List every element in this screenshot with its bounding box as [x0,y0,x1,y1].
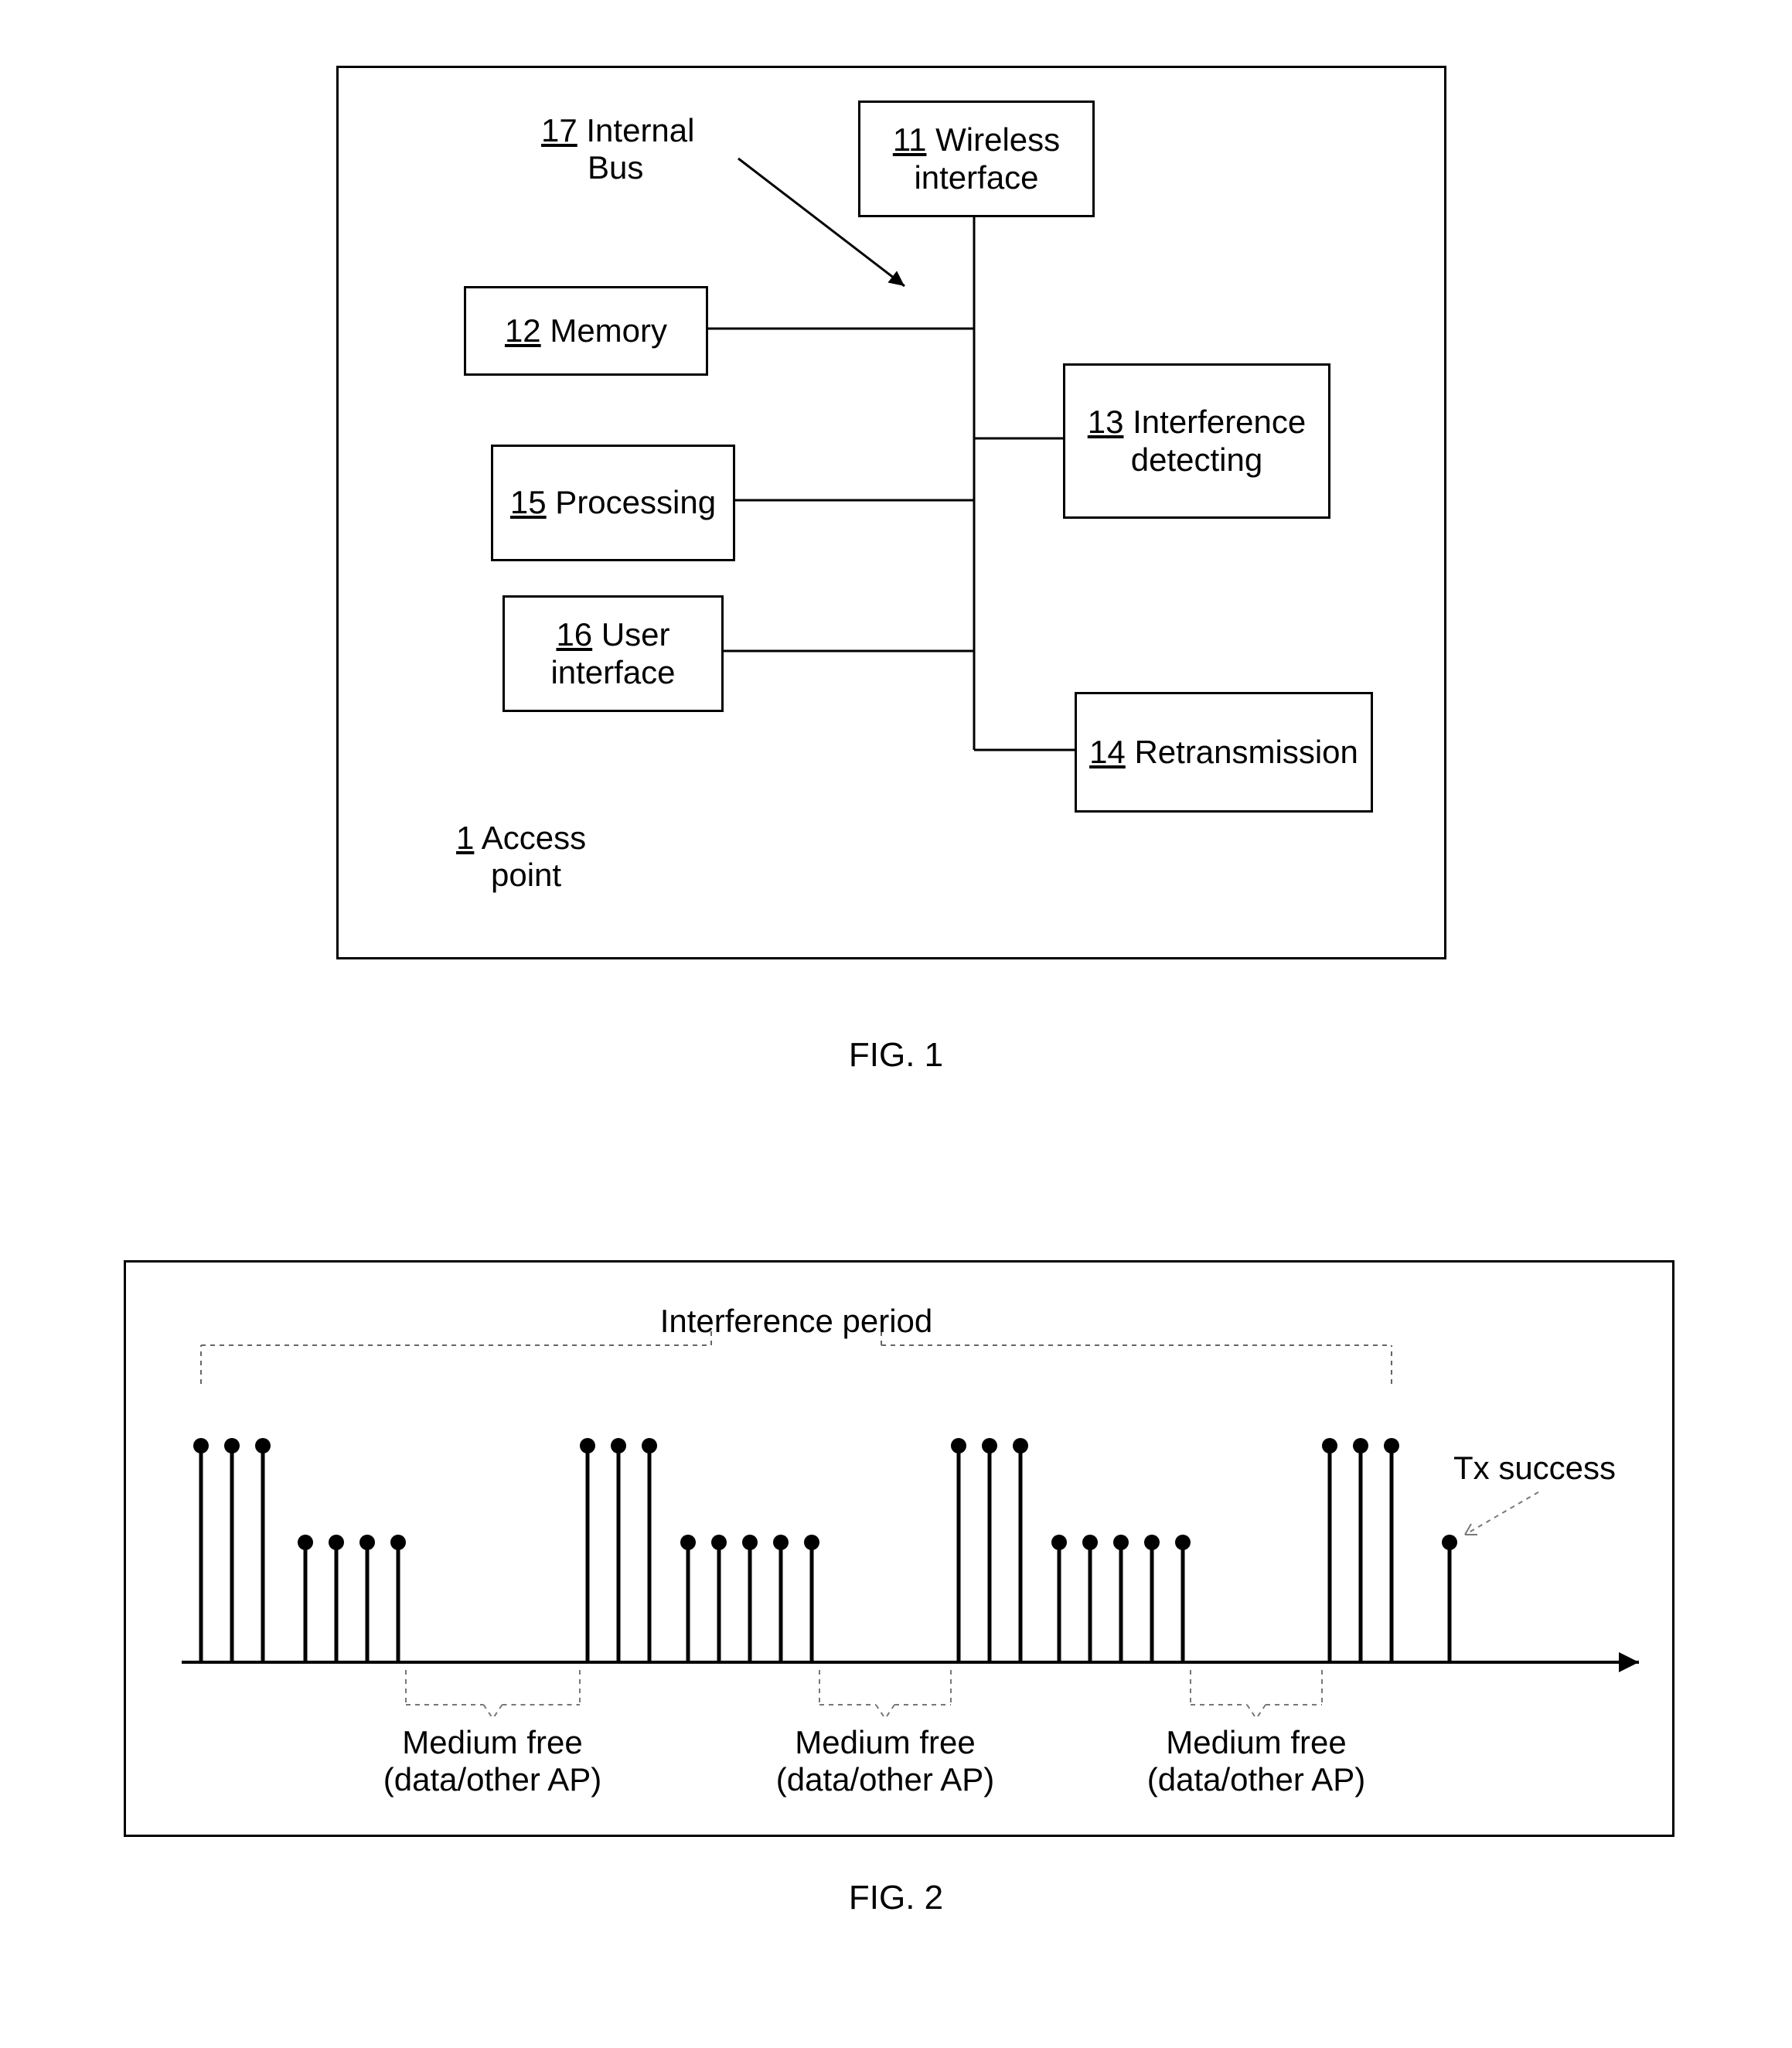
interference-period-label: Interference period [642,1303,951,1340]
medium-free-label-2: Medium free(data/other AP) [1117,1724,1395,1799]
tx-success-label: Tx success [1453,1450,1616,1487]
medium-free-label-0: Medium free(data/other AP) [353,1724,632,1799]
fig2-caption: FIG. 2 [0,1879,1792,1917]
medium-free-label-1: Medium free(data/other AP) [746,1724,1024,1799]
